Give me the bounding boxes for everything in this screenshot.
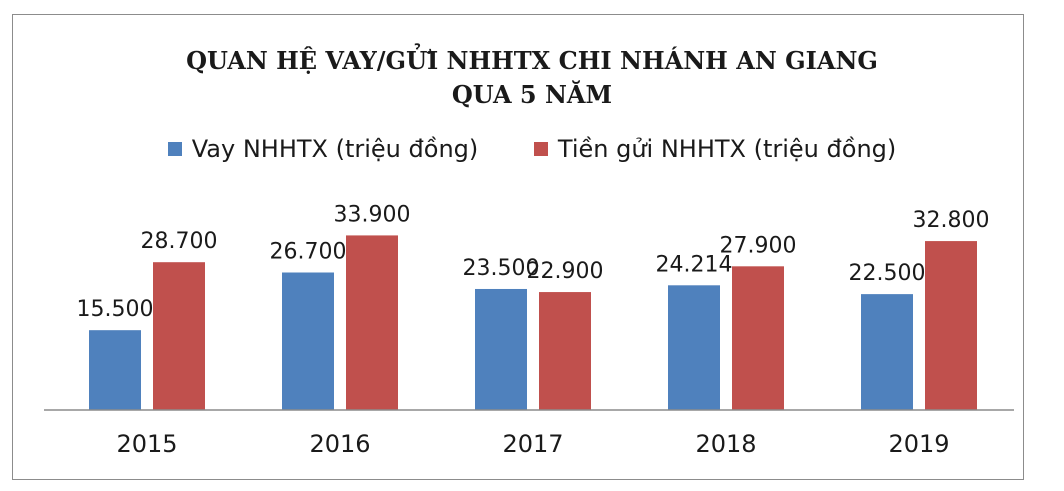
chart-legend: Vay NHHTX (triệu đồng) Tiền gửi NHHTX (t…	[0, 134, 1064, 163]
bar-deposits-2017	[539, 292, 591, 410]
bar-deposits-2016	[346, 235, 398, 410]
data-label-loans-2017: 23.500	[463, 256, 540, 281]
data-label-loans-2015: 15.500	[77, 297, 154, 322]
legend-swatch-deposits	[533, 142, 548, 156]
bar-loans-2018	[668, 285, 720, 410]
legend-label-deposits: Tiền gửi NHHTX (triệu đồng)	[557, 135, 897, 163]
bar-loans-2016	[282, 272, 334, 410]
data-label-deposits-2017: 22.900	[527, 259, 604, 284]
x-tick-label-2016: 2016	[309, 430, 370, 458]
legend-label-loans: Vay NHHTX (triệu đồng)	[191, 135, 479, 163]
data-label-deposits-2016: 33.900	[334, 202, 411, 227]
bar-loans-2017	[475, 288, 527, 410]
legend-item-loans: Vay NHHTX (triệu đồng)	[167, 135, 479, 163]
chart-title: QUAN HỆ VAY/GỬI NHHTX CHI NHÁNH AN GIANG…	[0, 44, 1064, 112]
bar-deposits-2019	[925, 241, 977, 410]
x-tick-label-2017: 2017	[502, 430, 563, 458]
x-tick-label-2019: 2019	[888, 430, 949, 458]
legend-swatch-loans	[167, 142, 182, 156]
data-label-loans-2018: 24.214	[656, 252, 733, 277]
chart-title-line-1: QUAN HỆ VAY/GỬI NHHTX CHI NHÁNH AN GIANG	[186, 46, 878, 75]
data-label-deposits-2015: 28.700	[141, 229, 218, 254]
bar-loans-2019	[861, 294, 913, 410]
data-label-deposits-2018: 27.900	[720, 233, 797, 258]
x-tick-label-2015: 2015	[116, 430, 177, 458]
bar-deposits-2018	[732, 266, 784, 410]
bar-deposits-2015	[153, 262, 205, 410]
chart-title-line-2: QUA 5 NĂM	[451, 80, 613, 109]
bar-loans-2015	[89, 330, 141, 410]
x-tick-label-2018: 2018	[695, 430, 756, 458]
legend-item-deposits: Tiền gửi NHHTX (triệu đồng)	[533, 135, 897, 163]
data-label-loans-2019: 22.500	[849, 261, 926, 286]
data-label-deposits-2019: 32.800	[913, 208, 990, 233]
data-label-loans-2016: 26.700	[270, 239, 347, 264]
